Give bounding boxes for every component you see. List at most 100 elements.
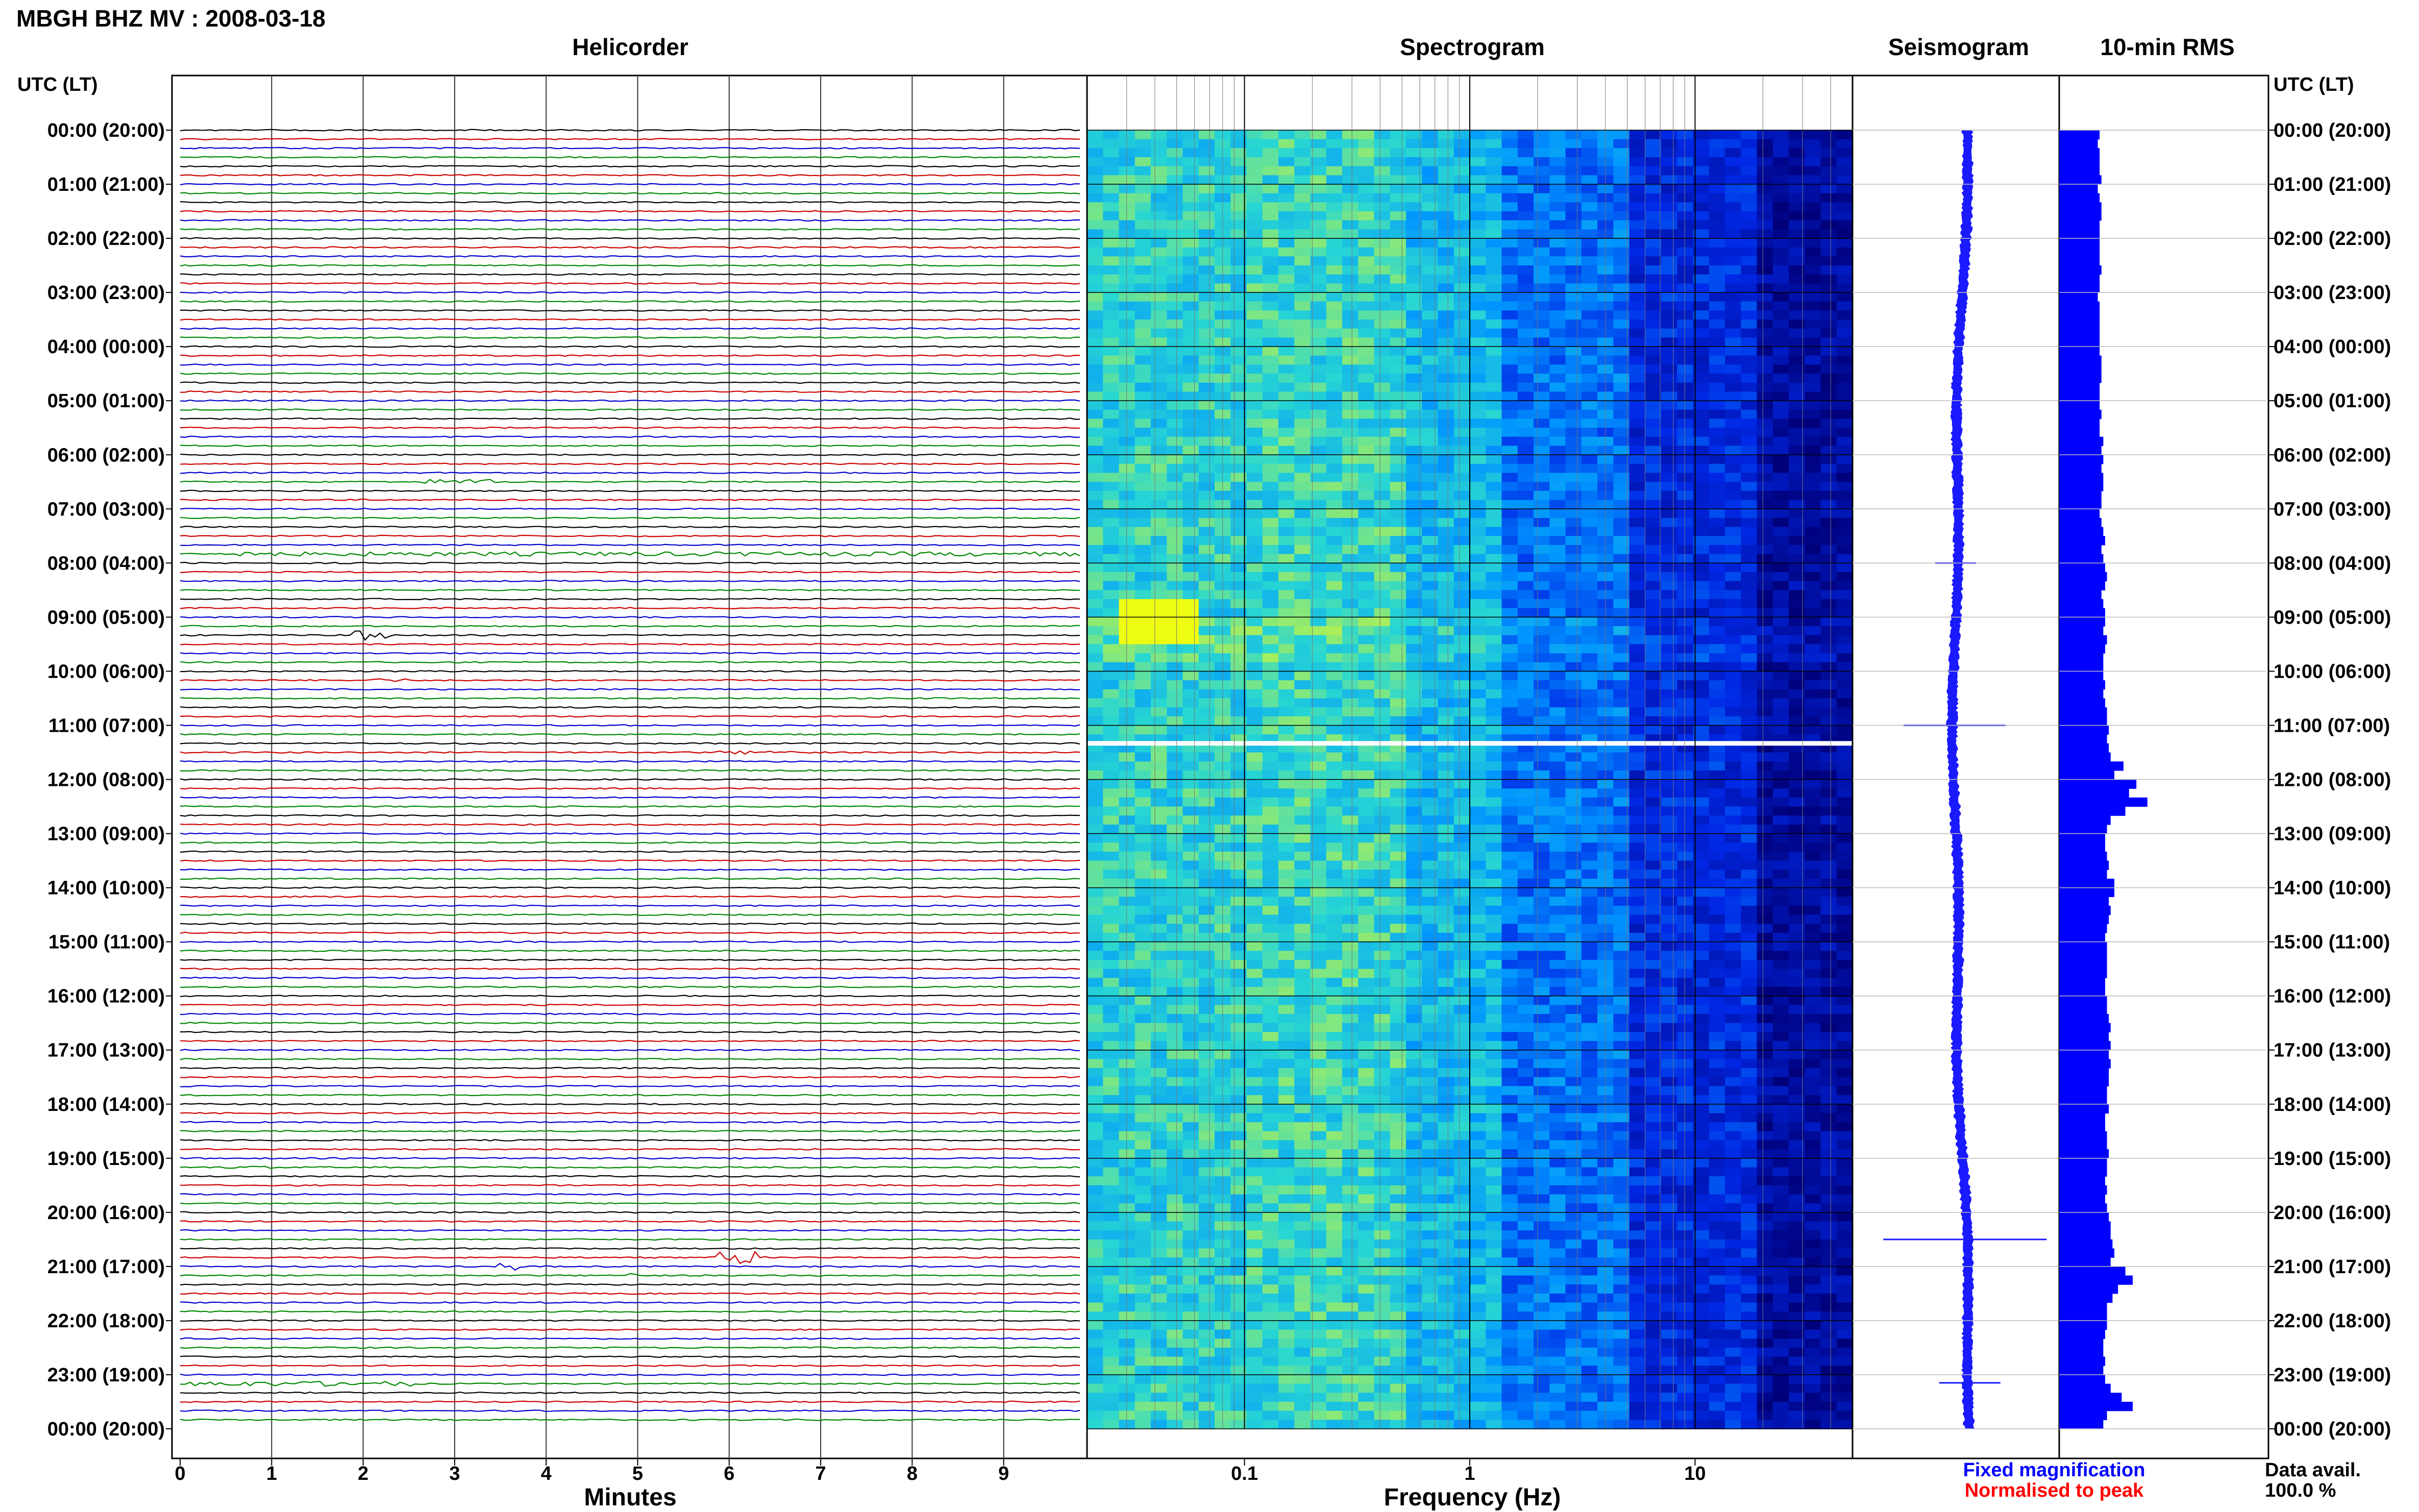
- spectrogram-cell: [1517, 960, 1534, 970]
- spectrogram-cell: [1438, 482, 1454, 491]
- spectrogram-cell: [1134, 581, 1151, 591]
- spectrogram-cell: [1517, 310, 1534, 320]
- spectrogram-cell: [1167, 193, 1183, 203]
- spectrogram-cell: [1486, 130, 1502, 140]
- spectrogram-cell: [1167, 671, 1183, 681]
- spectrogram-cell: [1358, 346, 1375, 356]
- spectrogram-cell: [1805, 914, 1821, 925]
- spectrogram-cell: [1741, 274, 1758, 284]
- spectrogram-cell: [1262, 428, 1279, 437]
- spectrogram-cell: [1246, 878, 1263, 888]
- spectrogram-cell: [1374, 157, 1391, 167]
- spectrogram-cell: [1534, 220, 1550, 230]
- spectrogram-cell: [1198, 283, 1215, 293]
- spectrogram-cell: [1326, 473, 1343, 483]
- spectrogram-cell: [1342, 292, 1359, 302]
- spectrogram-cell: [1805, 870, 1821, 879]
- spectrogram-cell: [1725, 283, 1741, 293]
- spectrogram-cell: [1741, 238, 1758, 248]
- spectrogram-cell: [1342, 590, 1359, 600]
- spectrogram-cell: [1772, 554, 1789, 564]
- spectrogram-cell: [1453, 193, 1470, 203]
- spectrogram-cell: [1613, 130, 1630, 140]
- spectrogram-cell: [1709, 779, 1725, 789]
- helicorder-trace: [180, 1310, 1080, 1313]
- spectrogram-cell: [1167, 878, 1183, 888]
- spectrogram-cell: [1422, 473, 1439, 483]
- spectrogram-cell: [1725, 518, 1741, 528]
- spectrogram-cell: [1422, 148, 1439, 158]
- spectrogram-cell: [1246, 283, 1263, 293]
- spectrogram-cell: [1581, 337, 1598, 347]
- spectrogram-cell: [1246, 256, 1263, 266]
- spectrogram-cell: [1629, 689, 1646, 699]
- spectrogram-cell: [1517, 635, 1534, 645]
- spectrogram-cell: [1501, 851, 1518, 861]
- spectrogram-cell: [1645, 130, 1662, 140]
- spectrogram-cell: [1709, 445, 1725, 456]
- spectrogram-cell: [1087, 987, 1103, 997]
- spectrogram-cell: [1406, 256, 1422, 266]
- spectrogram-cell: [1438, 969, 1454, 979]
- spectrogram-cell: [1677, 996, 1694, 1006]
- spectrogram-cell: [1294, 914, 1311, 925]
- spectrogram-cell: [1167, 572, 1183, 582]
- spectrogram-cell: [1119, 1014, 1136, 1024]
- spectrogram-cell: [1103, 175, 1120, 185]
- spectrogram-cell: [1278, 220, 1295, 230]
- spectrogram-cell: [1836, 139, 1853, 149]
- spectrogram-cell: [1661, 590, 1677, 600]
- spectrogram-cell: [1725, 824, 1741, 834]
- spectrogram-cell: [1581, 806, 1598, 816]
- spectrogram-cell: [1422, 202, 1439, 212]
- spectrogram-cell: [1358, 175, 1375, 185]
- spectrogram-cell: [1198, 752, 1215, 762]
- spectrogram-cell: [1198, 220, 1215, 230]
- spectrogram-cell: [1119, 941, 1136, 952]
- spectrogram-cell: [1167, 1005, 1183, 1014]
- spectrogram-cell: [1805, 878, 1821, 888]
- spectrogram-cell: [1805, 644, 1821, 654]
- spectrogram-cell: [1581, 436, 1598, 447]
- spectrogram-cell: [1374, 924, 1391, 933]
- spectrogram-cell: [1278, 328, 1295, 338]
- spectrogram-cell: [1820, 193, 1837, 203]
- spectrogram-cell: [1119, 743, 1136, 753]
- spectrogram-cell: [1613, 599, 1630, 609]
- spectrogram-cell: [1757, 545, 1773, 555]
- spectrogram-cell: [1677, 265, 1694, 275]
- spectrogram-cell: [1549, 824, 1566, 834]
- spectrogram-cell: [1629, 1005, 1646, 1014]
- spectrogram-cell: [1374, 897, 1391, 906]
- spectrogram-cell: [1629, 590, 1646, 600]
- spectrogram-cell: [1230, 833, 1247, 843]
- spectrogram-cell: [1629, 139, 1646, 149]
- spectrogram-cell: [1151, 969, 1167, 979]
- spectrogram-cell: [1709, 175, 1725, 185]
- spectrogram-cell: [1486, 662, 1502, 672]
- spectrogram-cell: [1438, 1023, 1454, 1033]
- spectrogram-cell: [1294, 319, 1311, 329]
- spectrogram-cell: [1294, 256, 1311, 266]
- spectrogram-cell: [1486, 788, 1502, 798]
- spectrogram-cell: [1342, 1032, 1359, 1042]
- spectrogram-cell: [1757, 581, 1773, 591]
- spectrogram-cell: [1501, 779, 1518, 789]
- spectrogram-cell: [1167, 860, 1183, 871]
- spectrogram-cell: [1772, 960, 1789, 970]
- spectrogram-cell: [1326, 870, 1343, 879]
- spectrogram-cell: [1390, 581, 1406, 591]
- spectrogram-cell: [1390, 401, 1406, 410]
- spectrogram-cell: [1342, 545, 1359, 555]
- spectrogram-cell: [1661, 933, 1677, 943]
- spectrogram-cell: [1151, 716, 1167, 726]
- spectrogram-cell: [1613, 590, 1630, 600]
- spectrogram-cell: [1534, 644, 1550, 654]
- spectrogram-cell: [1725, 960, 1741, 970]
- spectrogram-cell: [1805, 617, 1821, 627]
- spectrogram-cell: [1374, 824, 1391, 834]
- spectrogram-cell: [1517, 409, 1534, 419]
- spectrogram-cell: [1246, 436, 1263, 447]
- spectrogram-cell: [1741, 554, 1758, 564]
- spectrogram-cell: [1326, 933, 1343, 943]
